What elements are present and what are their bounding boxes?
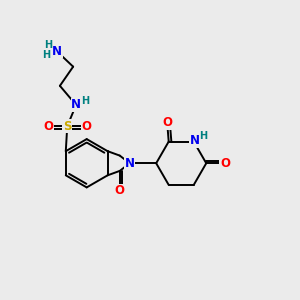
Text: H: H — [82, 96, 90, 106]
Text: H: H — [42, 50, 50, 60]
Text: O: O — [220, 157, 230, 170]
Text: H: H — [44, 40, 52, 50]
Text: O: O — [81, 120, 91, 133]
Text: O: O — [44, 120, 53, 133]
Text: N: N — [125, 157, 135, 170]
Text: H: H — [199, 131, 207, 141]
Text: N: N — [52, 45, 62, 58]
Text: N: N — [71, 98, 81, 111]
Text: O: O — [162, 116, 172, 129]
Text: N: N — [190, 134, 200, 147]
Text: O: O — [115, 184, 125, 197]
Text: S: S — [63, 120, 71, 133]
